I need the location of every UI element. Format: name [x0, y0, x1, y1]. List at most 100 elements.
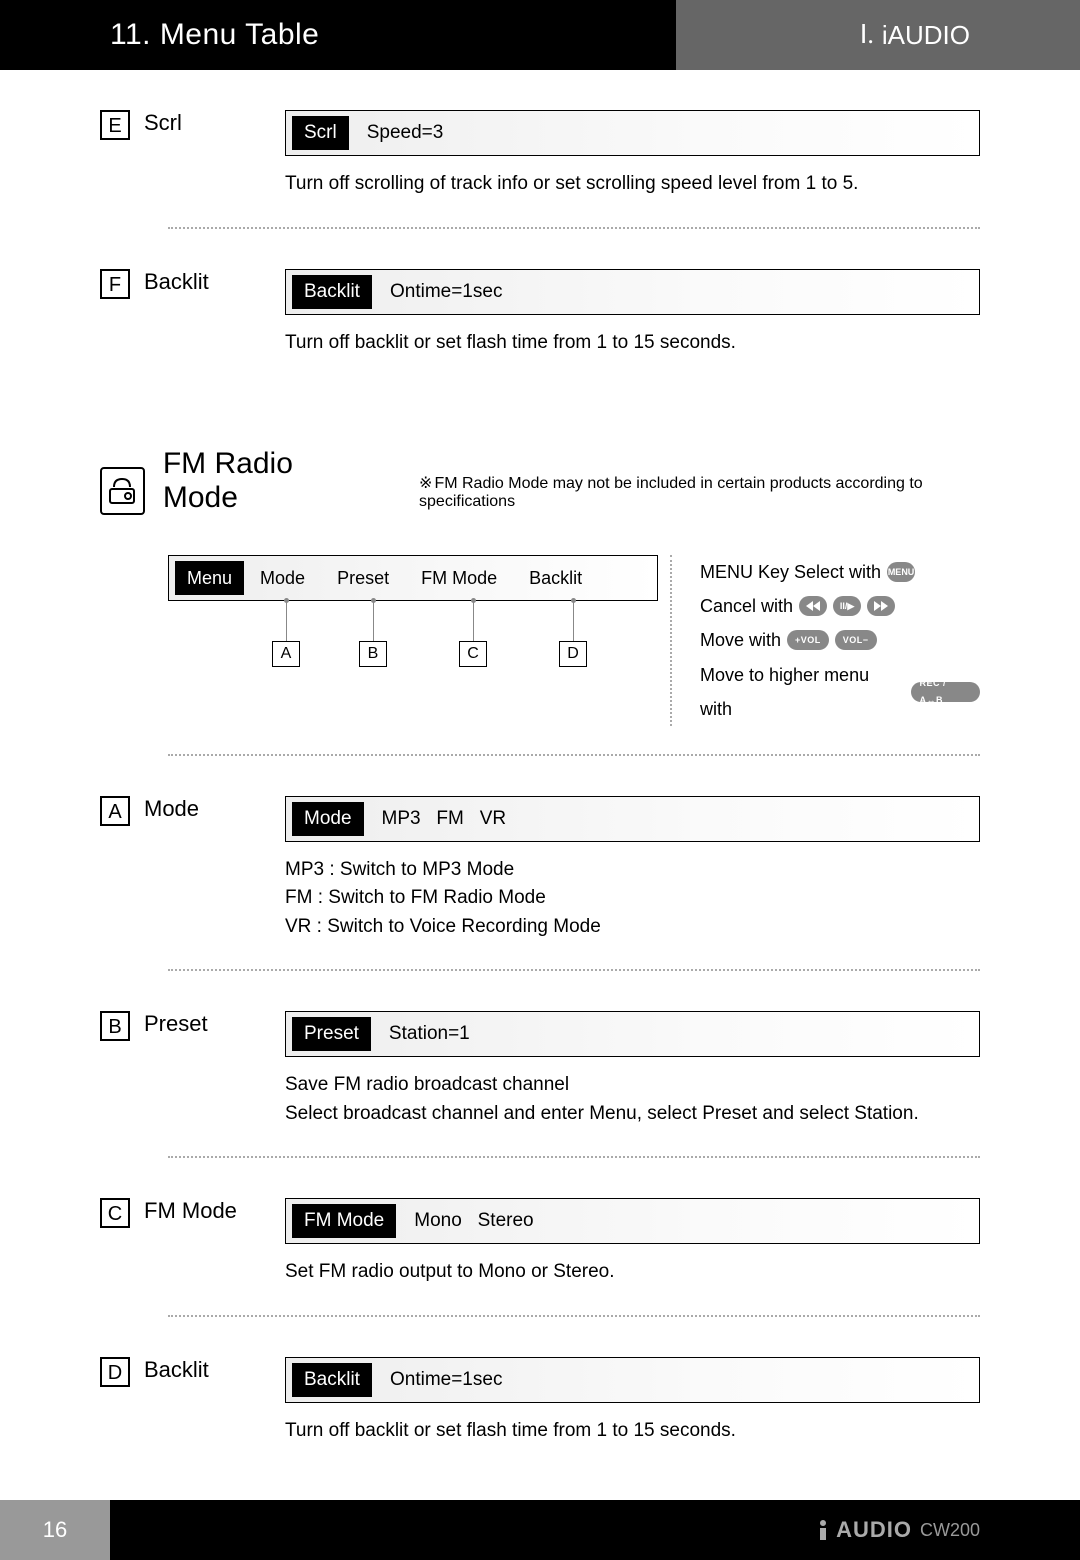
label-text: Backlit — [144, 1357, 209, 1383]
connectors: A B C D — [168, 601, 658, 661]
divider — [168, 227, 980, 229]
letter-box: C — [100, 1198, 130, 1228]
menu-button-icon: MENU — [887, 562, 915, 582]
connector-box: B — [359, 641, 387, 667]
legend-row: Cancel with II/▶ — [700, 589, 980, 623]
page-number: 16 — [0, 1500, 110, 1560]
lcd-value: Ontime=1sec — [372, 1358, 502, 1402]
menu-chip: Menu — [175, 561, 244, 595]
value-col: Preset Station=1 Save FM radio broadcast… — [285, 1011, 980, 1128]
rec-button-icon: REC / A↔B — [911, 682, 980, 702]
label-col: C FM Mode — [100, 1198, 285, 1287]
legend: MENU Key Select with MENU Cancel with II… — [670, 555, 980, 726]
value-col: Backlit Ontime=1sec Turn off backlit or … — [285, 269, 980, 358]
logo-text: AUDIO — [836, 1517, 912, 1543]
label-col: D Backlit — [100, 1357, 285, 1446]
radio-icon-svg — [106, 475, 138, 507]
legend-row: Move to higher menu with REC / A↔B — [700, 658, 980, 726]
vol-down-icon: VOL− — [835, 630, 877, 650]
fm-items: A Mode Mode MP3 FM VR MP3 : Switch to MP… — [100, 796, 980, 1446]
menu-row: C FM Mode FM Mode Mono Stereo Set FM rad… — [100, 1198, 980, 1287]
header-roman: Ⅰ. — [860, 20, 874, 50]
label-text: Scrl — [144, 110, 182, 136]
forward-icon — [867, 596, 895, 616]
lcd-value: Ontime=1sec — [372, 270, 502, 314]
menu-row: B Preset Preset Station=1 Save FM radio … — [100, 1011, 980, 1128]
label-text: FM Mode — [144, 1198, 237, 1224]
lcd-value: MP3 FM VR — [364, 797, 507, 841]
section-note: FM Radio Mode may not be included in cer… — [419, 473, 980, 515]
label-text: Preset — [144, 1011, 208, 1037]
divider — [168, 754, 980, 756]
label-col: B Preset — [100, 1011, 285, 1128]
letter-box: F — [100, 269, 130, 299]
letter-box: A — [100, 796, 130, 826]
lcd-display: Mode MP3 FM VR — [285, 796, 980, 842]
description: MP3 : Switch to MP3 Mode FM : Switch to … — [285, 856, 980, 942]
footer-right: AUDIO CW200 — [110, 1500, 1080, 1560]
lcd-display: FM Mode Mono Stereo — [285, 1198, 980, 1244]
connector: A — [286, 601, 287, 641]
header: 11. Menu Table Ⅰ. iAUDIO — [0, 0, 1080, 70]
header-right: Ⅰ. iAUDIO — [676, 0, 1080, 70]
legend-text: Cancel with — [700, 589, 793, 623]
description: Turn off backlit or set flash time from … — [285, 329, 980, 358]
brand-logo: AUDIO — [814, 1517, 912, 1543]
connector: B — [373, 601, 374, 641]
lcd-display: Scrl Speed=3 — [285, 110, 980, 156]
section-head: FM Radio Mode FM Radio Mode may not be i… — [100, 447, 980, 515]
label-col: A Mode — [100, 796, 285, 942]
radio-icon — [100, 467, 145, 515]
divider — [168, 1156, 980, 1158]
legend-text: Move with — [700, 623, 781, 657]
lcd-chip: Preset — [292, 1017, 371, 1051]
description: Turn off backlit or set flash time from … — [285, 1417, 980, 1446]
lcd-chip: Mode — [292, 802, 364, 836]
description: Save FM radio broadcast channel Select b… — [285, 1071, 980, 1128]
menu-row: D Backlit Backlit Ontime=1sec Turn off b… — [100, 1357, 980, 1446]
menu-row: F Backlit Backlit Ontime=1sec Turn off b… — [100, 269, 980, 358]
connector-box: D — [559, 641, 587, 667]
logo-icon — [814, 1519, 832, 1541]
lcd-value: Station=1 — [371, 1012, 470, 1056]
footer: 16 AUDIO CW200 — [0, 1500, 1080, 1560]
lcd-value: Speed=3 — [349, 111, 444, 155]
legend-row: Move with +VOL VOL− — [700, 623, 980, 657]
menu-item: FM Mode — [405, 556, 513, 600]
label-col: F Backlit — [100, 269, 285, 358]
menu-bar: Menu Mode Preset FM Mode Backlit — [168, 555, 658, 601]
vol-up-icon: +VOL — [787, 630, 829, 650]
menu-row: A Mode Mode MP3 FM VR MP3 : Switch to MP… — [100, 796, 980, 942]
letter-box: E — [100, 110, 130, 140]
menu-item: Preset — [321, 556, 405, 600]
lcd-value: Mono Stereo — [396, 1199, 533, 1243]
diagram-left: Menu Mode Preset FM Mode Backlit A B C D — [168, 555, 658, 726]
letter-box: B — [100, 1011, 130, 1041]
header-brand: iAUDIO — [882, 20, 970, 51]
lcd-chip: Backlit — [292, 1363, 372, 1397]
value-col: Backlit Ontime=1sec Turn off backlit or … — [285, 1357, 980, 1446]
divider — [168, 969, 980, 971]
value-col: Mode MP3 FM VR MP3 : Switch to MP3 Mode … — [285, 796, 980, 942]
rewind-icon — [799, 596, 827, 616]
lcd-chip: Scrl — [292, 116, 349, 150]
connector: D — [573, 601, 574, 641]
lcd-display: Backlit Ontime=1sec — [285, 1357, 980, 1403]
label-text: Mode — [144, 796, 199, 822]
menu-item: Mode — [244, 556, 321, 600]
header-left: 11. Menu Table — [0, 0, 676, 70]
lcd-display: Preset Station=1 — [285, 1011, 980, 1057]
model-number: CW200 — [920, 1520, 980, 1541]
connector-box: C — [459, 641, 487, 667]
page-title: 11. Menu Table — [110, 18, 319, 52]
menu-diagram: Menu Mode Preset FM Mode Backlit A B C D… — [100, 555, 980, 726]
description: Turn off scrolling of track info or set … — [285, 170, 980, 199]
divider — [168, 1315, 980, 1317]
connector: C — [473, 601, 474, 641]
value-col: FM Mode Mono Stereo Set FM radio output … — [285, 1198, 980, 1287]
legend-text: Move to higher menu with — [700, 658, 905, 726]
lcd-display: Backlit Ontime=1sec — [285, 269, 980, 315]
legend-text: MENU Key Select with — [700, 555, 881, 589]
label-text: Backlit — [144, 269, 209, 295]
lcd-chip: Backlit — [292, 275, 372, 309]
